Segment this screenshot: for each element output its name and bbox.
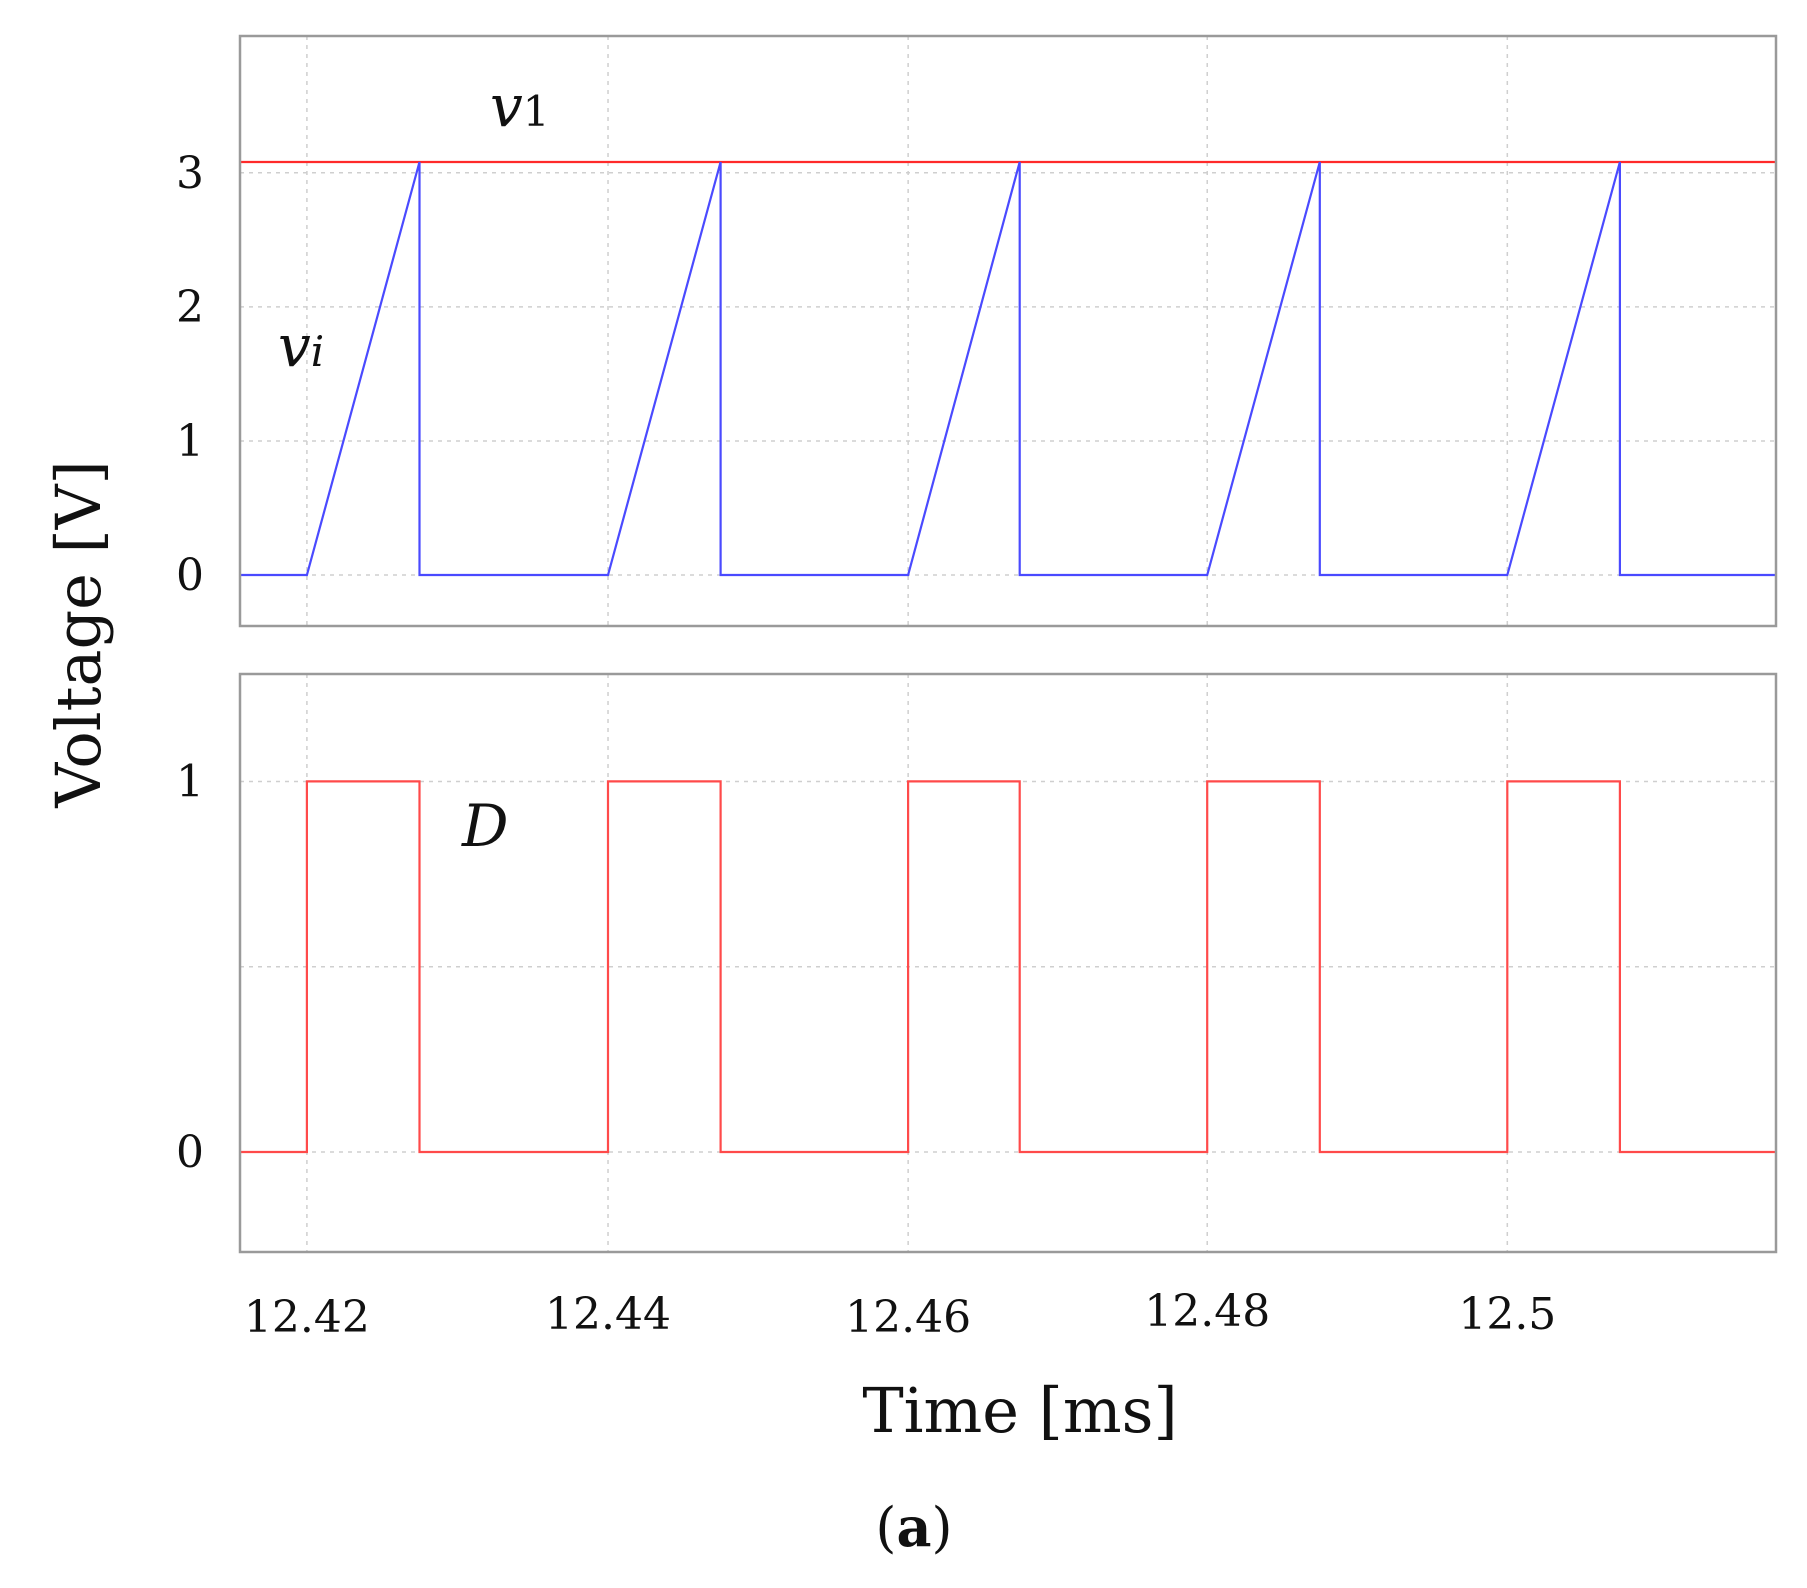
series-line-d (240, 780, 1776, 1154)
series-label-v1-sub: 1 (523, 87, 550, 136)
caption-letter: a (897, 1495, 932, 1559)
series-label-d: D (461, 792, 509, 860)
top-y-tick-label-0: 0 (176, 550, 204, 601)
series-label-vi-sub: i (311, 327, 324, 376)
bottom-y-tick-label-0: 0 (176, 1127, 204, 1178)
x-tick-label-3: 12.48 (1144, 1286, 1270, 1337)
x-tick-label-0: 12.42 (244, 1292, 370, 1343)
top-y-tick-label-2: 2 (176, 282, 204, 333)
caption: (a) (875, 1495, 952, 1559)
series-label-v1: v1 (490, 72, 550, 140)
top-y-tick-label-1: 1 (176, 416, 204, 467)
bottom-y-tick-label-1: 1 (176, 756, 204, 807)
series-label-vi-main: v (278, 312, 311, 380)
series-line-vi (240, 161, 1776, 577)
series-label-v1-main: v (490, 72, 523, 140)
x-tick-label-1: 12.44 (545, 1289, 671, 1340)
x-axis-label: Time [ms] (862, 1374, 1177, 1447)
caption-close: ) (932, 1496, 953, 1559)
series-label-vi: vi (278, 312, 324, 380)
top-panel: 0 1 2 3 (176, 34, 1778, 628)
x-tick-label-4: 12.5 (1458, 1289, 1556, 1340)
x-tick-label-2: 12.46 (845, 1292, 971, 1343)
y-axis-label: Voltage [V] (42, 460, 115, 808)
caption-open: ( (875, 1496, 896, 1559)
bottom-plot-frame (238, 672, 1778, 1254)
bottom-panel: 0 1 12.42 12.44 12.46 12.48 12.5 (176, 672, 1778, 1343)
top-y-tick-label-3: 3 (176, 148, 204, 199)
top-plot-frame (238, 34, 1778, 628)
